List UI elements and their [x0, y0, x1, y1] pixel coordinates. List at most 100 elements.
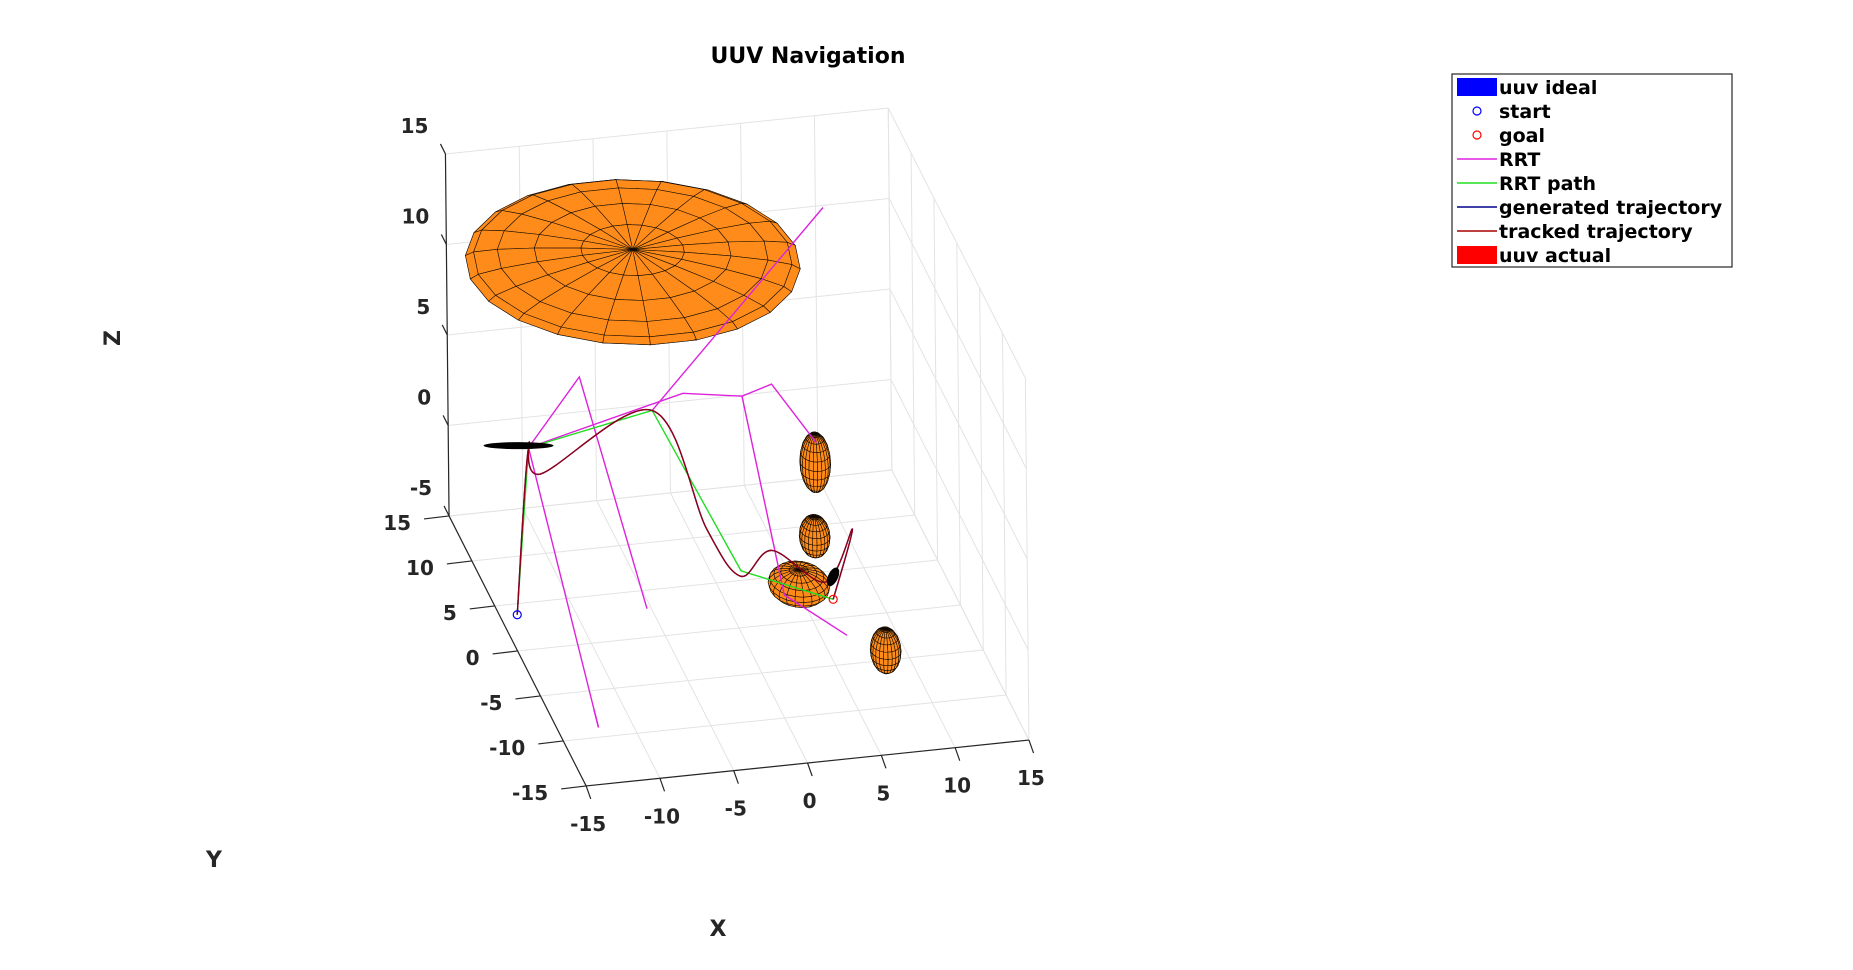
grid: [444, 107, 1030, 787]
side-wall-grid-line-z: [891, 469, 1030, 741]
floor-grid-line-y: [494, 559, 938, 607]
legend-swatch: [1457, 78, 1497, 96]
obstacles: [464, 179, 902, 675]
y-tick-mark: [515, 695, 541, 700]
obstacle-face: [812, 544, 818, 552]
x-tick-label: -10: [644, 804, 680, 828]
obstacle-face: [813, 479, 818, 488]
y-tick-label: 5: [443, 601, 457, 625]
obstacle-face: [879, 650, 885, 660]
y-tick-label: 10: [406, 556, 434, 580]
obstacle-face: [824, 458, 829, 471]
x-tick-label: 0: [803, 789, 817, 813]
y-axis-label: Y: [205, 848, 223, 873]
z-tick-mark: [442, 415, 449, 426]
obstacle-face: [887, 651, 893, 660]
obstacle-face: [794, 596, 805, 603]
x-tick-mark: [1028, 739, 1035, 754]
y-tick-label: 15: [383, 511, 411, 535]
legend-item-uuv-actual: uuv actual: [1457, 245, 1611, 267]
y-tick-mark: [538, 740, 564, 745]
obstacle-ellipsoid: [799, 431, 832, 494]
legend-label: goal: [1499, 125, 1545, 147]
y-tick-label: -5: [480, 691, 502, 715]
y-tick-mark: [446, 560, 472, 565]
y-tick-mark: [561, 785, 587, 790]
obstacle-face: [808, 469, 814, 481]
x-tick-label: 10: [943, 774, 971, 798]
rrt-edge: [741, 396, 848, 636]
y-tick-label: 0: [466, 646, 480, 670]
floor-grid-line-y: [563, 694, 1007, 742]
back-wall-grid-line-z: [448, 379, 892, 426]
legend-item-uuv-ideal: uuv ideal: [1457, 77, 1597, 99]
y-tick-label: -10: [489, 736, 525, 760]
legend-label: uuv actual: [1499, 245, 1611, 267]
start-marker: [512, 610, 522, 620]
obstacle-ellipsoid: [798, 514, 831, 559]
side-wall-grid-line-z: [889, 288, 1028, 560]
x-tick-mark: [659, 778, 666, 792]
obstacle-face: [887, 658, 893, 667]
x-tick-mark: [954, 747, 961, 761]
floor-grid-line-y: [471, 514, 915, 562]
obstacle-face: [879, 643, 885, 653]
obstacle-face: [812, 461, 819, 472]
obstacle-face: [808, 451, 814, 463]
uuv-body: [483, 442, 554, 450]
rrt-edge: [527, 447, 600, 728]
x-axis-label: X: [710, 917, 727, 942]
obstacle-face: [883, 665, 889, 671]
x-tick-label: -15: [570, 812, 606, 836]
obstacle-face: [883, 658, 889, 667]
obstacle-face: [732, 305, 771, 330]
z-tick-mark: [439, 143, 446, 155]
series-rrt: [527, 207, 848, 728]
z-tick-mark: [443, 505, 450, 517]
side-wall-grid-line-z: [887, 107, 1026, 379]
x-tick-label: 15: [1017, 766, 1045, 790]
legend-swatch: [1457, 246, 1497, 264]
rrt-edge: [593, 709, 600, 728]
chart-title: UUV Navigation: [711, 44, 906, 69]
legend-item-start: start: [1472, 101, 1551, 123]
x-tick-mark: [880, 755, 887, 769]
x-tick-mark: [806, 762, 813, 777]
obstacle-face: [817, 470, 823, 481]
side-wall-grid-line-z: [890, 379, 1029, 650]
rrt-edge: [527, 375, 648, 609]
legend-marker: [1472, 106, 1482, 116]
z-tick-mark: [440, 234, 447, 245]
z-tick-mark: [441, 324, 448, 336]
x-tick-mark: [733, 770, 739, 784]
y-tick-mark: [423, 515, 450, 520]
legend-item-generated-trajectory: generated trajectory: [1457, 197, 1723, 219]
obstacle-ellipsoid: [869, 626, 902, 675]
z-axis-label: Z: [101, 330, 126, 346]
z-tick-label: -5: [410, 476, 432, 500]
legend-label: uuv ideal: [1499, 77, 1597, 99]
obstacle-face: [808, 530, 814, 539]
legend-label: generated trajectory: [1499, 197, 1723, 219]
legend-box: [1451, 73, 1733, 268]
obstacle-face: [812, 550, 818, 556]
obstacle-face: [804, 458, 810, 471]
series: [483, 207, 854, 728]
legend-item-tracked-trajectory: tracked trajectory: [1457, 221, 1693, 243]
obstacle-face: [816, 544, 822, 552]
obstacle-face: [607, 299, 648, 322]
obstacle-face: [883, 651, 889, 660]
legend-label: RRT path: [1499, 173, 1596, 195]
legend-item-rrt-path: RRT path: [1457, 173, 1596, 195]
z-tick-label: 15: [401, 114, 429, 138]
obstacle-face: [808, 460, 814, 472]
goal-marker: [828, 594, 838, 604]
z-tick-label: 5: [416, 295, 430, 319]
legend-item-rrt: RRT: [1457, 149, 1540, 171]
obstacle-face: [803, 596, 813, 603]
x-tick-label: 5: [876, 781, 890, 805]
obstacle-face: [824, 534, 829, 545]
